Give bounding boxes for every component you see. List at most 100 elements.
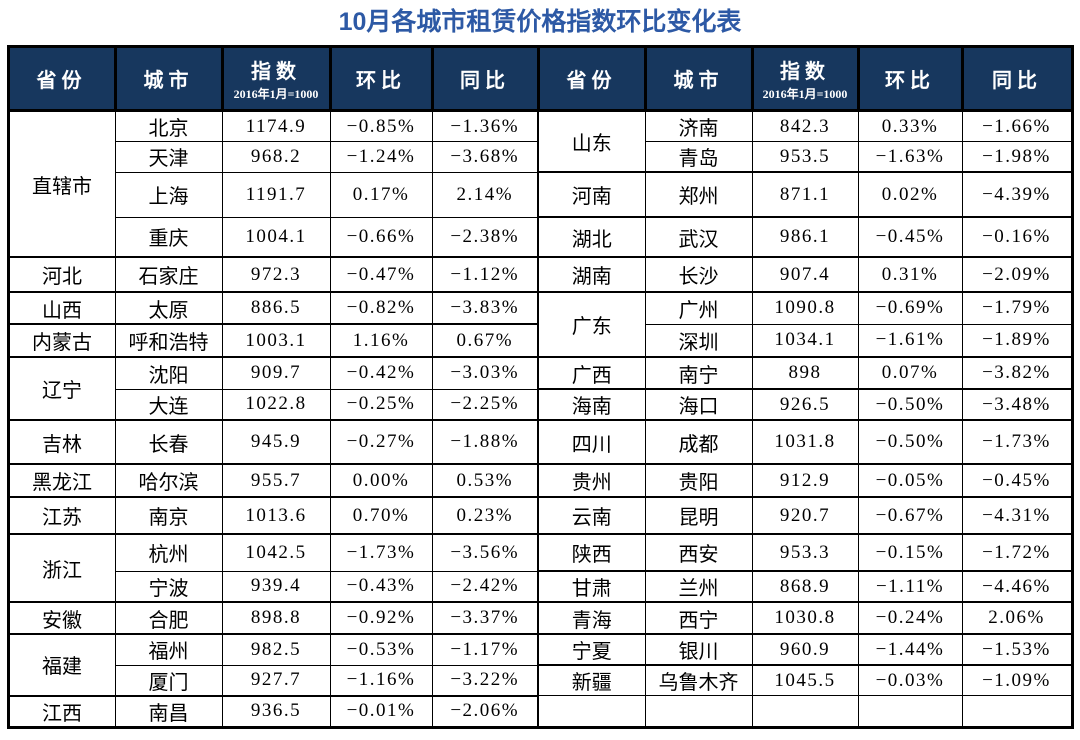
yoy-cell: −4.39% (961, 171, 1073, 218)
mom-cell: −1.44% (857, 633, 963, 666)
header-mom-left: 环比 (328, 45, 434, 112)
yoy-cell: −1.79% (961, 291, 1073, 325)
mom-cell: 0.02% (857, 171, 963, 218)
province-cell: 湖南 (537, 256, 646, 293)
table-row: 吉林 长春 945.9 −0.27% −1.88% 四川 成都 1031.8 −0.50% −1.… (7, 419, 1073, 465)
yoy-cell: −4.31% (961, 496, 1073, 535)
province-cell: 江西 (7, 694, 116, 728)
city-cell: 广州 (644, 291, 753, 325)
yoy-cell: −3.03% (431, 356, 539, 390)
province-cell: 湖北 (537, 216, 646, 258)
index-cell: 936.5 (221, 694, 331, 728)
city-cell: 沈阳 (114, 356, 223, 390)
index-cell: 886.5 (221, 291, 331, 325)
yoy-cell: −4.46% (961, 570, 1073, 603)
table-body: 直辖市 北京 1174.9 −0.85% −1.36% 山东 济南 842.3 0.33% −1.… (7, 109, 1073, 728)
yoy-cell: −1.89% (961, 323, 1073, 358)
index-cell: 926.5 (751, 388, 859, 421)
mom-cell: −1.61% (857, 323, 963, 358)
index-cell: 945.9 (221, 419, 331, 465)
table-row: 辽宁 沈阳 909.7 −0.42% −3.03% 广西 南宁 898 0.07% −3.82% (7, 356, 1073, 421)
city-cell: 海口 (644, 388, 753, 421)
mom-cell: −0.03% (857, 664, 963, 696)
city-cell: 杭州 (114, 533, 223, 572)
yoy-cell: −1.72% (961, 533, 1073, 572)
city-cell: 太原 (114, 291, 223, 325)
header-row: 省份 城市 指数 2016年1月=1000 环比 同比 省份 城市 指数 201… (6, 45, 1074, 112)
city-cell: 武汉 (644, 216, 753, 258)
mom-cell: 0.00% (329, 463, 433, 498)
mom-cell: −0.43% (329, 570, 433, 603)
header-index-label: 指数 (251, 61, 301, 83)
city-cell: 上海 (114, 171, 223, 218)
index-cell: 953.3 (751, 533, 859, 572)
province-cell: 贵州 (537, 463, 646, 498)
table-row: 天津 968.2 −1.24% −3.68% 青岛 953.5 −1.63% −1.98% (8, 141, 1073, 173)
mom-cell: −0.92% (329, 601, 433, 635)
city-cell: 深圳 (644, 323, 753, 358)
header-yoy-right: 同比 (960, 45, 1074, 112)
province-cell: 直辖市 (7, 109, 116, 258)
table-row: 江西 南昌 936.5 −0.01% −2.06% (7, 694, 1073, 728)
yoy-cell: 0.67% (431, 323, 539, 358)
yoy-cell: 0.23% (431, 496, 539, 535)
index-cell: 1191.7 (221, 171, 331, 218)
city-cell: 宁波 (114, 570, 223, 603)
city-cell: 重庆 (114, 216, 223, 258)
yoy-cell: −3.82% (961, 356, 1073, 390)
city-cell: 乌鲁木齐 (644, 664, 753, 696)
province-cell: 广西 (537, 356, 646, 390)
index-cell: 982.5 (221, 633, 331, 666)
province-cell: 安徽 (7, 601, 116, 635)
index-cell: 939.4 (221, 570, 331, 603)
index-cell: 1003.1 (221, 323, 331, 358)
yoy-cell: −1.09% (961, 664, 1073, 696)
province-cell: 甘肃 (537, 570, 646, 603)
index-cell: 1034.1 (751, 323, 859, 358)
rental-price-index-table: 省份 城市 指数 2016年1月=1000 环比 同比 省份 城市 指数 201… (6, 45, 1074, 729)
mom-cell: −0.82% (329, 291, 433, 325)
yoy-cell: −3.22% (431, 664, 539, 696)
header-index-right: 指数 2016年1月=1000 (750, 45, 860, 112)
province-cell: 山西 (7, 291, 116, 325)
header-province-right: 省份 (536, 45, 647, 112)
table-row: 内蒙古 呼和浩特 1003.1 1.16% 0.67% 深圳 1034.1 −1.61% −1.… (7, 323, 1073, 358)
mom-cell: −0.27% (329, 419, 433, 465)
city-cell: 合肥 (114, 601, 223, 635)
mom-cell: −0.25% (329, 388, 433, 421)
yoy-cell: −2.06% (431, 694, 539, 728)
city-cell: 哈尔滨 (114, 463, 223, 498)
mom-cell: 1.16% (329, 323, 433, 358)
province-cell: 宁夏 (537, 633, 646, 666)
mom-cell: −0.67% (857, 496, 963, 535)
yoy-cell (961, 695, 1073, 728)
city-cell: 青岛 (644, 141, 753, 173)
yoy-cell: −1.66% (961, 109, 1073, 142)
mom-cell: −0.01% (329, 694, 433, 728)
province-cell: 辽宁 (7, 356, 116, 421)
table-row: 上海 1191.7 0.17% 2.14% 河南 郑州 871.1 0.02% −4.39% (8, 171, 1073, 218)
index-cell: 1030.8 (751, 601, 859, 635)
city-cell: 大连 (114, 388, 223, 421)
province-cell: 吉林 (7, 419, 116, 465)
page-title: 10月各城市租赁价格指数环比变化表 (338, 8, 742, 36)
index-cell: 968.2 (221, 141, 331, 173)
city-cell: 北京 (114, 109, 223, 142)
mom-cell: −0.05% (857, 463, 963, 498)
yoy-cell: −0.45% (961, 463, 1073, 498)
header-index-left: 指数 2016年1月=1000 (220, 45, 332, 112)
mom-cell: −0.69% (857, 291, 963, 325)
province-cell: 浙江 (7, 533, 116, 603)
province-cell: 河北 (7, 256, 116, 293)
city-cell: 郑州 (644, 171, 753, 218)
header-index-label: 指数 (780, 61, 830, 83)
yoy-cell: −3.48% (961, 388, 1073, 421)
city-cell: 南京 (114, 496, 223, 535)
city-cell: 兰州 (644, 570, 753, 603)
province-cell: 云南 (537, 496, 646, 535)
province-cell: 内蒙古 (7, 323, 116, 358)
table-row: 河北 石家庄 972.3 −0.47% −1.12% 湖南 长沙 907.4 0.31% −2.0… (7, 256, 1073, 293)
table-header: 省份 城市 指数 2016年1月=1000 环比 同比 省份 城市 指数 201… (6, 45, 1074, 112)
index-cell (751, 695, 859, 728)
city-cell: 西安 (644, 533, 753, 572)
